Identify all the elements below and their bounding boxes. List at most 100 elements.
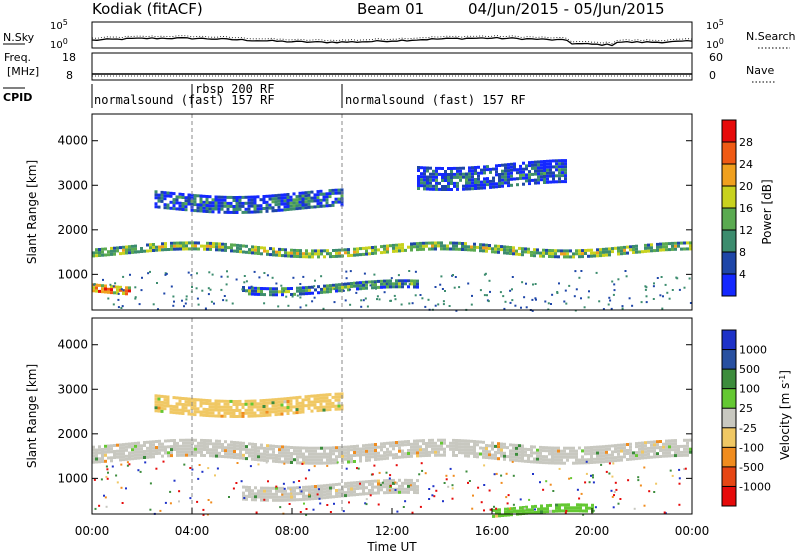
velocity-cell — [179, 438, 182, 442]
power-cell — [181, 193, 185, 196]
power-cell — [407, 279, 410, 283]
velocity-cell — [182, 444, 185, 448]
velocity-scatter-cell — [385, 471, 388, 474]
power-scatter-cell — [583, 306, 586, 309]
velocity-scatter-cell — [419, 505, 422, 508]
power-cell — [398, 249, 401, 253]
power-cell — [432, 178, 435, 182]
power-cell — [494, 250, 497, 254]
velocity-cell — [311, 455, 314, 459]
power-cell — [271, 194, 275, 198]
velocity-scatter-cell — [371, 473, 374, 476]
power-cell — [572, 252, 575, 256]
power-cell — [166, 194, 170, 198]
velocity-cell — [226, 411, 230, 415]
velocity-cell — [515, 449, 518, 453]
power-cell — [650, 243, 653, 247]
power-cell — [561, 180, 564, 184]
velocity-cell — [233, 444, 236, 447]
velocity-cell — [431, 444, 434, 448]
velocity-cell — [623, 446, 626, 450]
velocity-cell — [614, 459, 617, 463]
power-cell — [280, 196, 284, 200]
velocity-cell — [266, 456, 269, 460]
power-cell — [419, 247, 422, 251]
velocity-cell — [575, 458, 578, 462]
velocity-cell — [319, 393, 323, 397]
power-cell — [325, 195, 329, 199]
velocity-scatter-cell — [379, 484, 382, 486]
power-cell — [92, 286, 95, 290]
power-cell — [362, 283, 365, 287]
velocity-cell — [470, 445, 473, 449]
power-cell — [272, 253, 275, 257]
velocity-cell — [188, 447, 191, 451]
power-scatter-cell — [671, 289, 674, 291]
velocity-cell — [380, 482, 383, 486]
velocity-scatter-cell — [590, 474, 592, 477]
velocity-cell — [344, 445, 347, 449]
velocity-cell — [302, 461, 305, 465]
velocity-cell — [265, 410, 269, 414]
power-cell — [295, 195, 299, 199]
power-cell — [226, 195, 230, 199]
power-cell — [325, 192, 329, 196]
velocity-cell — [119, 452, 122, 456]
velocity-scatter-cell — [449, 467, 452, 470]
power-scatter-cell — [196, 272, 198, 275]
power-cell — [504, 175, 507, 179]
power-cell — [232, 211, 236, 214]
velocity-cell — [158, 445, 161, 449]
velocity-cell — [548, 446, 551, 450]
power-cell — [113, 249, 116, 253]
power-cell — [444, 179, 447, 182]
power-cell — [489, 185, 492, 189]
power-cell — [254, 289, 257, 293]
power-cell — [374, 248, 377, 252]
power-cell — [563, 249, 566, 253]
velocity-cell — [668, 454, 671, 458]
power-cell — [503, 248, 506, 252]
power-cell — [578, 255, 581, 259]
power-cell — [256, 195, 260, 199]
power-cell — [350, 285, 353, 288]
velocity-cell — [605, 444, 608, 448]
velocity-cell — [575, 455, 578, 459]
velocity-cell — [359, 483, 362, 487]
velocity-cell — [528, 511, 531, 515]
power-cell — [101, 247, 104, 251]
power-cell — [533, 248, 536, 252]
power-cell — [593, 251, 596, 255]
velocity-scatter-cell — [329, 511, 332, 513]
power-cell — [371, 246, 374, 249]
velocity-cell — [359, 480, 362, 484]
power-cell — [465, 178, 468, 182]
power-cell — [95, 248, 98, 252]
velocity-scatter-cell — [202, 513, 205, 516]
power-cell — [426, 178, 429, 182]
power-scatter-cell — [523, 296, 526, 299]
power-cell — [220, 204, 224, 208]
power-scatter-cell — [525, 306, 528, 309]
power-cell — [104, 284, 107, 288]
velocity-cell — [671, 442, 674, 446]
power-cell — [248, 248, 251, 252]
power-cell — [305, 252, 308, 256]
power-cell — [250, 210, 254, 214]
power-scatter-cell — [187, 271, 190, 274]
power-scatter-cell — [511, 276, 514, 278]
velocity-cell — [116, 452, 119, 456]
velocity-cell — [359, 453, 362, 457]
velocity-cell — [500, 445, 503, 449]
power-cell — [489, 167, 492, 171]
power-scatter-cell — [578, 276, 581, 279]
velocity-scatter-cell — [214, 474, 216, 477]
velocity-cell — [566, 455, 569, 459]
velocity-cell — [650, 443, 653, 447]
velocity-scatter-cell — [402, 506, 405, 508]
velocity-cell — [308, 488, 311, 492]
velocity-cell — [182, 453, 185, 457]
power-cell — [474, 169, 477, 172]
velocity-cell — [266, 444, 269, 448]
